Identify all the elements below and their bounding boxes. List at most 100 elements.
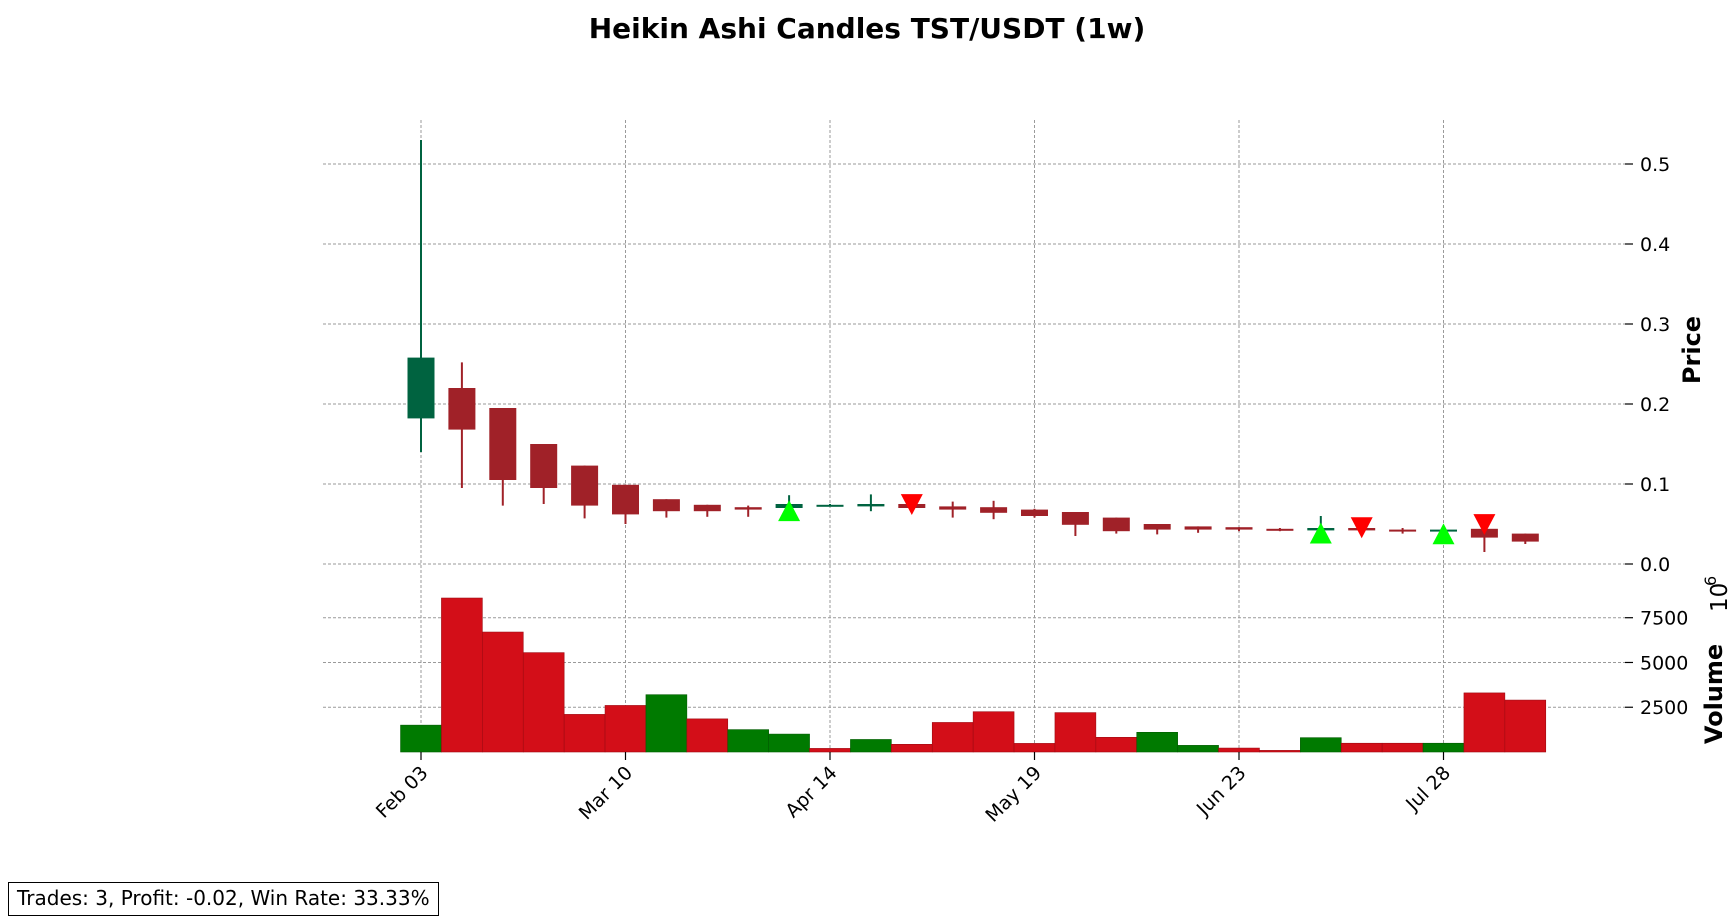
- volume-exponent-label: 10 6: [1701, 576, 1733, 612]
- candle-body: [571, 465, 599, 506]
- volume-bars: [400, 597, 1547, 753]
- candle: [939, 501, 967, 518]
- volume-bar: [1095, 737, 1138, 753]
- candle-body: [1021, 509, 1048, 516]
- price-tick-label: 0.4: [1640, 234, 1670, 256]
- volume-axis-label: Volume: [1700, 644, 1728, 744]
- price-gridlines: [323, 163, 1625, 565]
- x-tick-label: May 19: [981, 762, 1046, 827]
- volume-bar: [809, 748, 851, 753]
- candle-body: [1511, 533, 1539, 542]
- volume-bar: [522, 652, 565, 753]
- volume-bar: [400, 724, 442, 753]
- sell-signal-marker: [1350, 517, 1373, 539]
- candle: [652, 499, 680, 518]
- volume-exponent-base: 10: [1707, 583, 1733, 612]
- volume-bar: [1054, 712, 1097, 753]
- volume-bar: [972, 711, 1015, 753]
- candle-body: [1266, 528, 1294, 531]
- candle-body: [1389, 529, 1417, 532]
- volume-bar: [727, 729, 769, 753]
- candle-body: [693, 504, 721, 512]
- volume-bar: [563, 714, 606, 753]
- candle-body: [1184, 526, 1212, 530]
- volume-bar: [891, 744, 933, 753]
- volume-bar: [645, 694, 688, 753]
- buy-signal-marker: [1309, 522, 1332, 544]
- volume-bar: [1218, 747, 1260, 753]
- price-axis-label: Price: [1678, 316, 1706, 384]
- x-tick-label: Mar 10: [575, 762, 637, 824]
- x-gridlines: [420, 120, 1444, 752]
- sell-signal-marker: [1473, 514, 1496, 535]
- candle-body: [652, 499, 680, 512]
- candle-body: [857, 504, 885, 507]
- candle: [1225, 527, 1253, 532]
- candle: [448, 362, 476, 488]
- volume-tick-label: 7500: [1640, 608, 1688, 630]
- candle: [1061, 512, 1089, 536]
- price-tick-label: 0.3: [1640, 314, 1670, 336]
- volume-tick-label: 5000: [1640, 652, 1688, 674]
- volume-tick-label: 2500: [1640, 697, 1688, 719]
- volume-bar: [1259, 750, 1301, 753]
- volume-bar: [1381, 742, 1424, 753]
- trade-stats-box: Trades: 3, Profit: -0.02, Win Rate: 33.3…: [8, 882, 439, 916]
- sell-signal-marker: [900, 494, 923, 515]
- volume-bar: [604, 705, 647, 753]
- candle-body: [612, 484, 639, 515]
- volume-bar: [1463, 692, 1506, 753]
- candle: [1511, 533, 1539, 544]
- candle: [1184, 526, 1212, 533]
- candle: [980, 500, 1008, 520]
- price-y-axis: 0.0 0.1 0.2 0.3 0.4 0.5: [1625, 154, 1670, 576]
- trade-signals: [778, 494, 1496, 545]
- volume-bar: [1136, 732, 1178, 753]
- candle-body: [939, 506, 967, 510]
- price-tick-label: 0.5: [1640, 154, 1670, 176]
- volume-bar: [1422, 742, 1465, 753]
- candle: [1266, 528, 1294, 532]
- candle: [1021, 508, 1048, 518]
- volume-bar: [686, 718, 729, 753]
- price-tick-label: 0.1: [1640, 474, 1670, 496]
- candle-body: [1225, 527, 1253, 530]
- candle: [734, 505, 762, 517]
- volume-bar: [1013, 743, 1056, 753]
- x-tick-label: Feb 03: [372, 762, 433, 823]
- candle-body: [489, 408, 517, 480]
- x-tick-label: Jul 28: [1401, 762, 1455, 816]
- volume-y-axis: 2500 5000 7500: [1625, 608, 1688, 719]
- buy-signal-marker: [1432, 523, 1455, 545]
- candle: [571, 465, 599, 519]
- candle: [612, 484, 639, 524]
- candle: [693, 504, 721, 517]
- candle: [530, 444, 558, 504]
- candle-body: [1061, 512, 1089, 525]
- volume-bar: [768, 733, 810, 753]
- candle-body: [734, 507, 762, 510]
- volume-bar: [1340, 742, 1383, 753]
- candle: [1102, 517, 1130, 534]
- candle: [407, 140, 435, 452]
- candle-body: [1102, 517, 1130, 532]
- volume-bar: [1504, 699, 1547, 753]
- x-axis: Feb 03 Mar 10 Apr 14 May 19 Jun 23 Jul 28: [372, 752, 1455, 827]
- chart-title: Heikin Ashi Candles TST/USDT (1w): [589, 12, 1146, 45]
- buy-signal-marker: [778, 500, 801, 522]
- candle: [1389, 528, 1417, 534]
- price-tick-label: 0.2: [1640, 394, 1670, 416]
- candle-body: [1143, 524, 1171, 530]
- price-tick-label: 0.0: [1640, 554, 1670, 576]
- candle: [489, 408, 517, 506]
- volume-bar: [482, 631, 524, 753]
- candle-body: [530, 444, 558, 488]
- x-tick-label: Apr 14: [781, 762, 841, 822]
- x-tick-label: Jun 23: [1192, 762, 1251, 821]
- candle-body: [407, 357, 435, 419]
- volume-bar: [1300, 737, 1342, 753]
- candle: [857, 494, 885, 512]
- candle-body: [448, 388, 476, 430]
- volume-bar: [441, 597, 483, 753]
